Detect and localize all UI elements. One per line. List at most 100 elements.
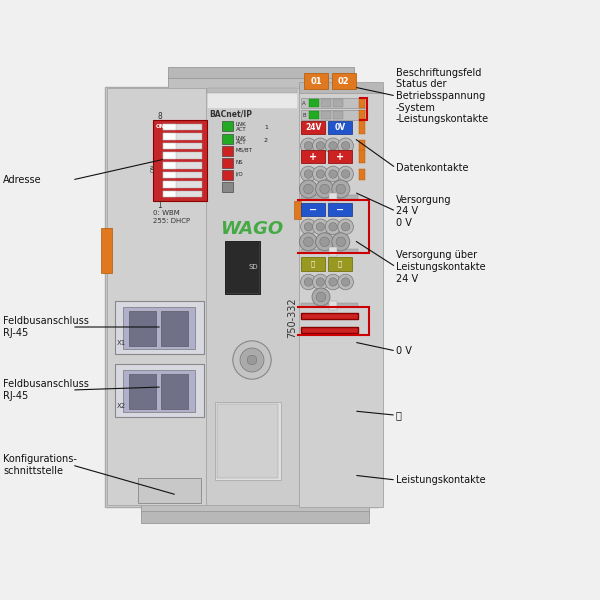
Circle shape: [301, 274, 316, 290]
Text: 2: 2: [264, 138, 268, 143]
Circle shape: [325, 274, 341, 290]
Circle shape: [329, 278, 337, 286]
Circle shape: [312, 288, 330, 306]
Text: −: −: [336, 205, 344, 214]
Bar: [222, 146, 233, 156]
Text: −: −: [309, 205, 317, 214]
Bar: [101, 228, 112, 273]
Bar: [328, 203, 352, 216]
Circle shape: [313, 166, 328, 182]
Bar: [141, 511, 369, 523]
Text: BACnet/IP: BACnet/IP: [209, 109, 252, 118]
Bar: [163, 191, 202, 197]
Bar: [321, 99, 331, 107]
Text: 1: 1: [264, 125, 268, 130]
Bar: [301, 203, 325, 216]
Text: 0 V: 0 V: [396, 346, 412, 356]
Text: Konfigurations-
schnittstelle: Konfigurations- schnittstelle: [3, 454, 77, 476]
Bar: [168, 76, 354, 93]
Bar: [321, 111, 331, 119]
Text: LNK: LNK: [236, 136, 247, 140]
Bar: [304, 73, 328, 89]
Bar: [129, 374, 156, 409]
Bar: [163, 152, 202, 159]
Bar: [115, 364, 204, 417]
Circle shape: [338, 138, 353, 154]
Text: ON: ON: [151, 164, 155, 172]
Circle shape: [336, 237, 346, 247]
Text: MS/BT: MS/BT: [236, 148, 253, 152]
Text: ON: ON: [156, 124, 165, 128]
Bar: [215, 402, 281, 480]
Bar: [163, 133, 176, 140]
Circle shape: [329, 223, 337, 231]
Bar: [309, 111, 319, 119]
Text: 1: 1: [157, 200, 162, 209]
Circle shape: [338, 219, 353, 235]
Text: +: +: [309, 152, 317, 161]
Bar: [328, 150, 352, 163]
Circle shape: [301, 219, 316, 235]
Bar: [163, 124, 176, 130]
Circle shape: [304, 278, 313, 286]
Bar: [299, 87, 383, 507]
Bar: [206, 88, 299, 505]
Circle shape: [338, 166, 353, 182]
Bar: [138, 478, 201, 503]
Text: LNK: LNK: [236, 122, 247, 127]
Circle shape: [341, 170, 350, 178]
Circle shape: [332, 180, 350, 198]
Bar: [328, 257, 352, 271]
Circle shape: [336, 184, 346, 194]
Bar: [329, 247, 337, 256]
Bar: [301, 257, 325, 271]
Bar: [332, 73, 356, 89]
Text: Datenkontakte: Datenkontakte: [396, 163, 469, 173]
Text: Versorgung
24 V
0 V: Versorgung 24 V 0 V: [396, 194, 452, 228]
Bar: [161, 374, 188, 409]
Circle shape: [304, 142, 313, 150]
Bar: [163, 162, 176, 169]
Circle shape: [316, 142, 325, 150]
Bar: [163, 162, 202, 169]
Bar: [301, 195, 358, 199]
Text: +: +: [336, 152, 344, 161]
Bar: [329, 193, 337, 202]
Bar: [301, 249, 358, 253]
Bar: [163, 152, 176, 159]
Bar: [222, 182, 233, 192]
Bar: [207, 88, 297, 93]
Circle shape: [329, 142, 337, 150]
Circle shape: [325, 166, 341, 182]
Text: ACT: ACT: [236, 127, 247, 132]
Circle shape: [313, 219, 328, 235]
Bar: [301, 98, 366, 108]
Circle shape: [341, 142, 350, 150]
Bar: [225, 241, 260, 294]
Text: X2: X2: [117, 403, 126, 409]
Bar: [294, 201, 301, 219]
Bar: [163, 181, 202, 188]
Text: ⏚: ⏚: [311, 260, 316, 268]
Circle shape: [304, 223, 313, 231]
Bar: [163, 181, 176, 188]
Circle shape: [304, 184, 313, 194]
Bar: [359, 121, 365, 134]
Text: 255: DHCP: 255: DHCP: [153, 218, 190, 224]
Bar: [222, 134, 233, 144]
Bar: [359, 110, 365, 120]
Text: 8: 8: [157, 112, 162, 121]
Bar: [123, 307, 195, 349]
Bar: [163, 172, 202, 178]
Text: ACT: ACT: [236, 140, 247, 145]
Circle shape: [304, 170, 313, 178]
Bar: [141, 502, 369, 514]
Bar: [359, 98, 365, 108]
Bar: [168, 67, 354, 78]
Circle shape: [320, 237, 329, 247]
Circle shape: [325, 138, 341, 154]
Circle shape: [316, 180, 334, 198]
Circle shape: [316, 292, 326, 302]
Circle shape: [316, 170, 325, 178]
Bar: [329, 301, 337, 310]
